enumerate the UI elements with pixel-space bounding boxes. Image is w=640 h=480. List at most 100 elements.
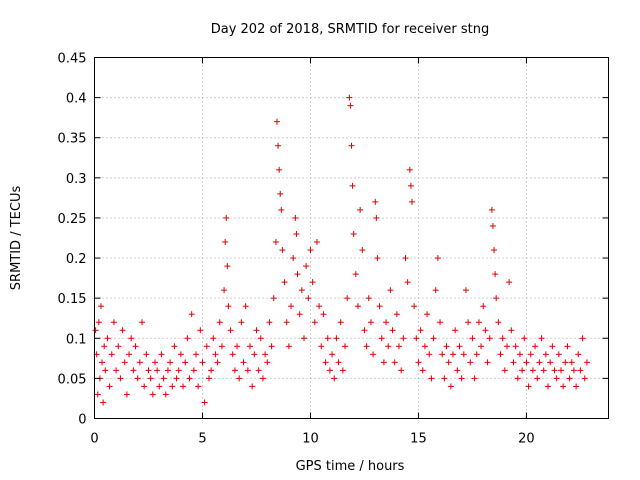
y-tick-label: 0.1 (66, 332, 87, 347)
y-tick-label: 0.4 (66, 92, 87, 107)
data-point (575, 351, 582, 358)
data-point (579, 335, 586, 342)
data-point (475, 319, 482, 326)
data-point (501, 367, 508, 374)
data-point (97, 303, 104, 310)
data-point (527, 351, 534, 358)
data-point (205, 375, 212, 382)
data-point (162, 391, 169, 398)
data-point (454, 367, 461, 374)
data-point (224, 263, 231, 270)
data-point (240, 359, 247, 366)
data-point (337, 319, 344, 326)
data-point (488, 206, 495, 213)
data-point (370, 351, 377, 358)
data-point (208, 367, 215, 374)
data-point (523, 359, 530, 366)
data-point (180, 383, 187, 390)
data-point (193, 351, 200, 358)
data-point (123, 391, 130, 398)
data-point (553, 375, 560, 382)
data-point (439, 351, 446, 358)
data-point (121, 359, 128, 366)
data-point (583, 359, 590, 366)
data-point (218, 343, 225, 350)
data-point (342, 343, 349, 350)
data-point (335, 359, 342, 366)
data-point (149, 391, 156, 398)
data-point (564, 343, 571, 350)
y-tick-label: 0 (78, 413, 86, 428)
data-point (492, 271, 499, 278)
data-point (197, 327, 204, 334)
x-tick-label: 5 (198, 432, 206, 447)
data-point (391, 359, 398, 366)
data-point (452, 327, 459, 334)
data-point (264, 359, 271, 366)
data-point (244, 367, 251, 374)
data-point (562, 359, 569, 366)
data-point (471, 375, 478, 382)
data-point (428, 375, 435, 382)
data-point (277, 190, 284, 197)
data-point (385, 343, 392, 350)
data-point (188, 311, 195, 318)
data-point (136, 359, 143, 366)
data-point (445, 359, 452, 366)
data-point (262, 351, 269, 358)
data-point (467, 359, 474, 366)
data-point (106, 383, 113, 390)
data-point (249, 383, 256, 390)
data-point (413, 335, 420, 342)
data-point (489, 222, 496, 229)
data-point (227, 327, 234, 334)
data-point (512, 343, 519, 350)
data-point (508, 327, 515, 334)
data-point (359, 247, 366, 254)
y-tick-label: 0.3 (66, 172, 87, 187)
data-point (214, 359, 221, 366)
data-point (210, 335, 217, 342)
data-point (407, 182, 414, 189)
data-point (560, 383, 567, 390)
data-point (478, 343, 485, 350)
data-point (182, 359, 189, 366)
data-point (540, 367, 547, 374)
data-point (92, 327, 99, 334)
data-point (113, 367, 120, 374)
data-point (581, 375, 588, 382)
data-point (186, 375, 193, 382)
data-point (408, 198, 415, 205)
data-point (499, 335, 506, 342)
data-point (234, 343, 241, 350)
data-point (199, 359, 206, 366)
data-point (255, 367, 262, 374)
data-point (293, 230, 300, 237)
data-point (525, 383, 532, 390)
data-point (160, 375, 167, 382)
data-point (275, 142, 282, 149)
data-point (551, 367, 558, 374)
data-point (456, 343, 463, 350)
data-point (169, 383, 176, 390)
x-tick-label: 0 (90, 432, 98, 447)
data-point (222, 239, 229, 246)
data-point (283, 319, 290, 326)
data-point (311, 319, 318, 326)
data-point (318, 343, 325, 350)
data-point (326, 367, 333, 374)
data-point (363, 343, 370, 350)
data-point (545, 383, 552, 390)
data-point (279, 247, 286, 254)
axis-ticks: 0 0.05 0.1 0.15 0.2 0.25 0.3 0.35 0.4 0.45 0 5 10 15 2… (58, 52, 609, 447)
data-point (365, 295, 372, 302)
data-point (251, 351, 258, 358)
data-point (272, 239, 279, 246)
data-point (126, 351, 133, 358)
data-point (465, 319, 472, 326)
data-point (568, 359, 575, 366)
data-point (201, 399, 208, 406)
data-point (443, 343, 450, 350)
data-point (231, 367, 238, 374)
data-point (298, 287, 305, 294)
